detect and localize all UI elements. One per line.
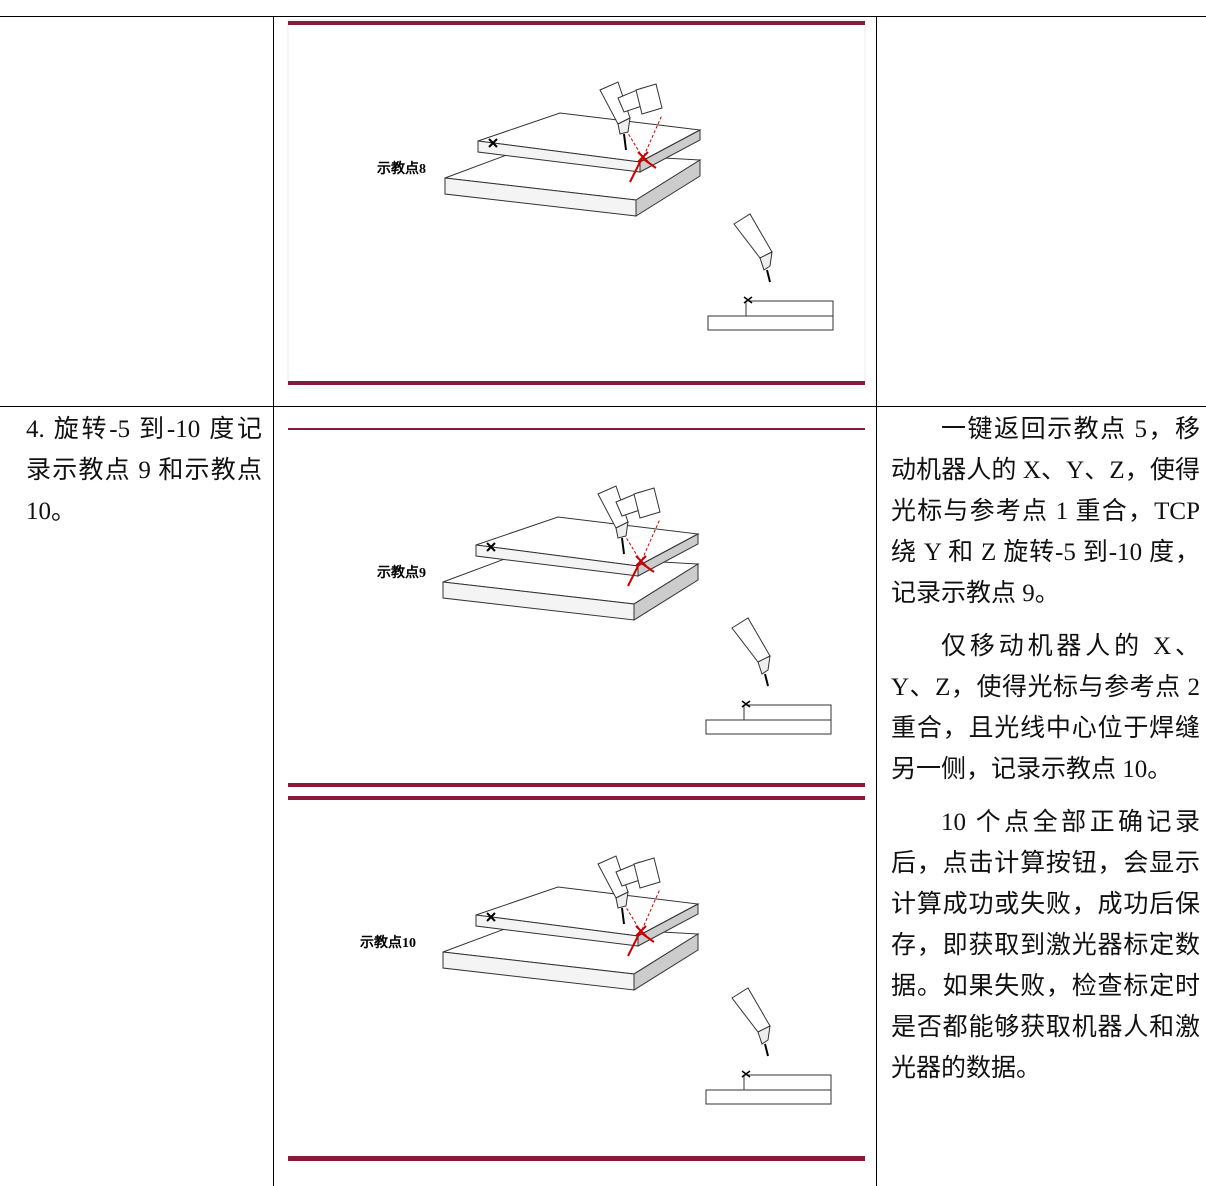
figure: 示教点9 — [288, 428, 865, 787]
note-paragraph: 仅移动机器人的 X、Y、Z，使得光标与参考点 2 重合，且光线中心位于焊缝另一侧… — [891, 633, 1200, 783]
diagram — [442, 855, 832, 1105]
note-paragraph: 10 个点全部正确记录后，点击计算按钮，会显示计算成功或失败，成功后保存，即获取… — [891, 809, 1200, 1082]
figure: 示教点8 — [287, 19, 866, 389]
notes: 一键返回示教点 5，移动机器人的 X、Y、Z，使得光标与参考点 1 重合，TCP… — [891, 409, 1200, 1101]
figure-label: 示教点10 — [360, 934, 416, 951]
step-text: 4. 旋转-5 到-10 度记录示教点 9 和示教点 10。 — [26, 416, 262, 525]
figure: 示教点10 — [288, 796, 865, 1161]
figure-label: 示教点9 — [377, 564, 426, 581]
note-paragraph: 一键返回示教点 5，移动机器人的 X、Y、Z，使得光标与参考点 1 重合，TCP… — [891, 416, 1200, 607]
figure-label: 示教点8 — [377, 160, 426, 177]
diagram — [442, 485, 832, 735]
